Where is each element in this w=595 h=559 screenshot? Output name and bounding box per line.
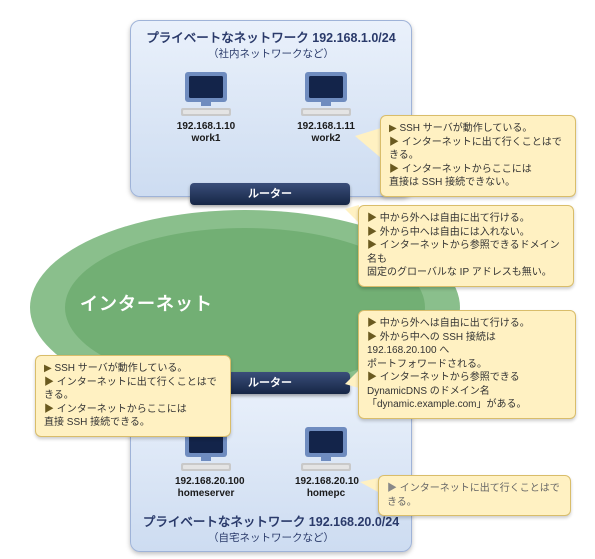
network-panel-work: プライベートなネットワーク 192.168.1.0/24 （社内ネットワークなど… xyxy=(130,20,412,197)
pc-ip: 192.168.1.11 xyxy=(295,121,357,133)
pc-hostname: homepc xyxy=(295,488,357,500)
pc-hostname: work1 xyxy=(175,133,237,145)
callout-tail xyxy=(345,370,359,388)
pc-ip: 192.168.20.100 xyxy=(175,476,237,488)
callout-line: インターネットから参照できるドメイン名も固定のグローバルな IP アドレスも無い… xyxy=(367,239,565,280)
callout-line: 中から外へは自由に出て行ける。 xyxy=(367,317,567,331)
callout-line: SSH サーバが動作している。 xyxy=(389,122,567,136)
router-bar-work: ルーター xyxy=(190,183,350,205)
pc-hostname: work2 xyxy=(295,133,357,145)
network-title: プライベートなネットワーク 192.168.1.0/24 xyxy=(131,27,411,46)
pc-node: 192.168.1.11work2 xyxy=(295,70,357,144)
callout-tail xyxy=(360,478,378,492)
callout-tail xyxy=(355,128,381,158)
callout-line: インターネットからここには直接 SSH 接続できる。 xyxy=(44,403,222,430)
diagram-stage: インターネット プライベートなネットワーク 192.168.1.0/24 （社内… xyxy=(0,0,595,559)
internet-label: インターネット xyxy=(80,290,213,316)
network-subtitle: （自宅ネットワークなど） xyxy=(131,530,411,545)
callout-line: インターネットから参照できるDynamicDNS のドメイン名「dynamic.… xyxy=(367,371,567,412)
callout-line: インターネットからここには直接は SSH 接続できない。 xyxy=(389,163,567,190)
network-subtitle: （社内ネットワークなど） xyxy=(131,46,411,61)
callout-line: 外から中へは自由には入れない。 xyxy=(367,226,565,240)
pc-ip: 192.168.1.10 xyxy=(175,121,237,133)
callout-line: 中から外へは自由に出て行ける。 xyxy=(367,212,565,226)
pc-hostname: homeserver xyxy=(175,488,237,500)
callout-line: SSH サーバが動作している。 xyxy=(44,362,222,376)
callout-line: 外から中への SSH 接続は 192.168.20.100 へポートフォワードさ… xyxy=(367,331,567,372)
callout-router-home-info: 中から外へは自由に出て行ける。外から中への SSH 接続は 192.168.20… xyxy=(358,310,576,419)
network-title: プライベートなネットワーク 192.168.20.0/24 xyxy=(131,511,411,530)
callout-tail xyxy=(345,205,359,223)
callout-line: インターネットに出て行くことはできる。 xyxy=(44,376,222,403)
computer-icon xyxy=(179,70,233,118)
callout-line: インターネットに出て行くことはできる。 xyxy=(387,482,562,509)
computer-icon xyxy=(299,70,353,118)
callout-router-work-info: 中から外へは自由に出て行ける。外から中へは自由には入れない。インターネットから参… xyxy=(358,205,574,287)
pc-ip: 192.168.20.10 xyxy=(295,476,357,488)
callout-homepc-info: インターネットに出て行くことはできる。 xyxy=(378,475,571,516)
pc-node: 192.168.20.10homepc xyxy=(295,425,357,499)
pc-node: 192.168.1.10work1 xyxy=(175,70,237,144)
callout-work2-info: SSH サーバが動作している。インターネットに出て行くことはできる。インターネッ… xyxy=(380,115,576,197)
callout-line: インターネットに出て行くことはできる。 xyxy=(389,136,567,163)
computer-icon xyxy=(299,425,353,473)
callout-homeserver-info: SSH サーバが動作している。インターネットに出て行くことはできる。インターネッ… xyxy=(35,355,231,437)
